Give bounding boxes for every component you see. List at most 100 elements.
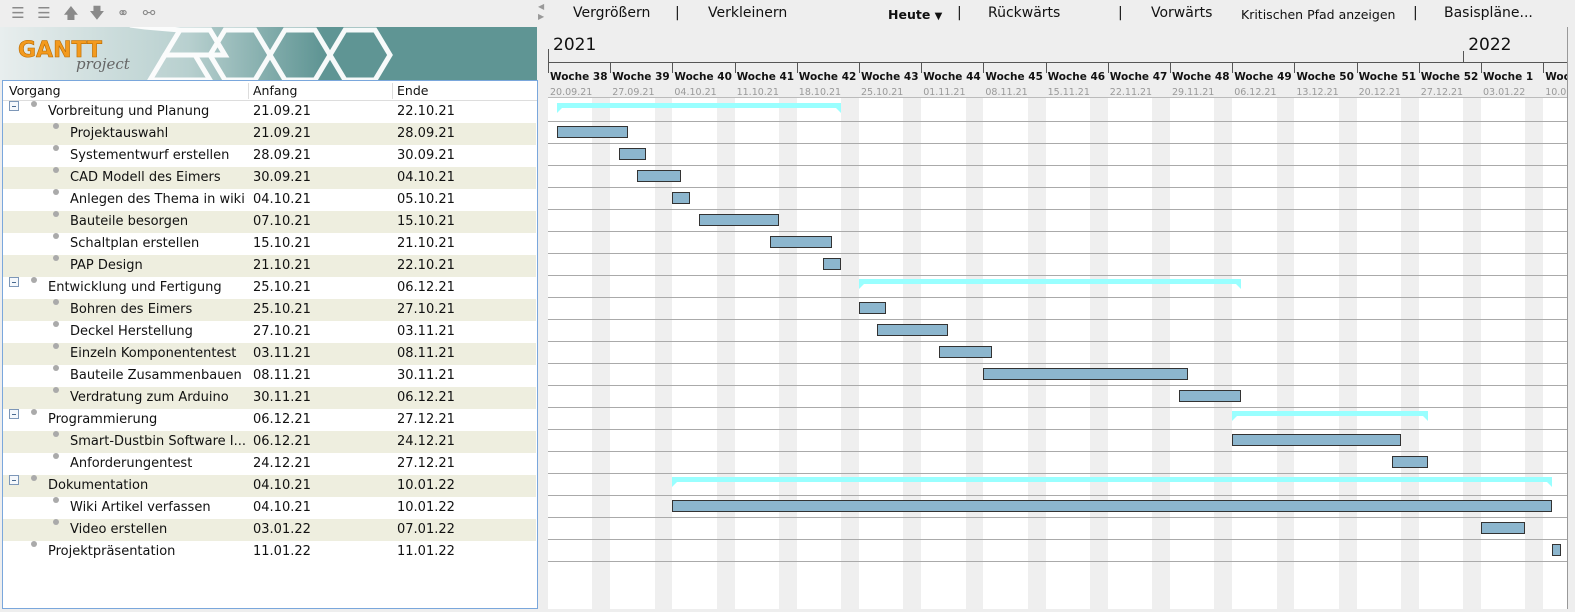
task-bar[interactable] <box>1232 434 1402 446</box>
task-bar[interactable] <box>859 302 886 314</box>
task-row[interactable]: PAP Design 21.10.21 22.10.21 <box>3 255 536 277</box>
task-row[interactable]: Programmierung 06.12.21 27.12.21 <box>3 409 536 431</box>
collapse-icon[interactable] <box>9 475 19 485</box>
task-bar[interactable] <box>699 214 780 226</box>
zoom-out-button[interactable]: Verkleinern <box>708 5 788 21</box>
task-bullet-icon <box>53 343 59 349</box>
unlink-icon[interactable]: ⚯ <box>142 4 156 22</box>
collapse-icon[interactable] <box>9 277 19 287</box>
task-bar[interactable] <box>636 170 682 182</box>
column-header-anfang[interactable]: Anfang <box>253 83 298 98</box>
task-row[interactable]: Dokumentation 04.10.21 10.01.22 <box>3 475 536 497</box>
summary-bar[interactable] <box>672 477 1553 487</box>
task-name: Dokumentation <box>48 478 149 493</box>
gantt-chart[interactable]: 2021 2022 Woche 38 20.09.21 Woche 39 27.… <box>548 27 1568 609</box>
task-row[interactable]: Video erstellen 03.01.22 07.01.22 <box>3 519 536 541</box>
task-row[interactable]: Verdratung zum Arduino 30.11.21 06.12.21 <box>3 387 536 409</box>
task-end: 07.01.22 <box>397 522 455 537</box>
week-label: Woche 45 <box>985 71 1043 83</box>
forward-button[interactable]: Vorwärts <box>1151 5 1213 21</box>
task-end: 08.11.21 <box>397 346 455 361</box>
indent-icon[interactable]: ☰ <box>37 4 51 22</box>
task-bar[interactable] <box>672 500 1553 512</box>
task-row[interactable]: Bauteile Zusammenbauen 08.11.21 30.11.21 <box>3 365 536 387</box>
task-row[interactable]: Systementwurf erstellen 28.09.21 30.09.2… <box>3 145 536 167</box>
task-bar[interactable] <box>1552 544 1561 556</box>
task-name: Programmierung <box>48 412 158 427</box>
task-bar[interactable] <box>770 236 833 248</box>
summary-bar[interactable] <box>1232 411 1429 421</box>
task-name: Anlegen des Thema in wiki <box>70 192 245 207</box>
task-end: 22.10.21 <box>397 104 455 119</box>
task-row[interactable]: Deckel Herstellung 27.10.21 03.11.21 <box>3 321 536 343</box>
week-date: 03.01.22 <box>1483 87 1526 98</box>
task-bar[interactable] <box>1178 390 1242 402</box>
task-end: 11.01.22 <box>397 544 455 559</box>
task-bar[interactable] <box>556 126 628 138</box>
task-bullet-icon <box>53 167 59 173</box>
zoom-in-button[interactable]: Vergrößern <box>573 5 651 21</box>
task-bar[interactable] <box>938 346 993 358</box>
task-row[interactable]: CAD Modell des Eimers 30.09.21 04.10.21 <box>3 167 536 189</box>
task-row[interactable]: Projektpräsentation 11.01.22 11.01.22 <box>3 541 536 563</box>
column-header-ende[interactable]: Ende <box>397 83 429 98</box>
row-line <box>548 297 1568 298</box>
week-tick <box>1170 63 1171 73</box>
task-row[interactable]: Schaltplan erstellen 15.10.21 21.10.21 <box>3 233 536 255</box>
task-row[interactable]: Bohren des Eimers 25.10.21 27.10.21 <box>3 299 536 321</box>
task-end: 27.12.21 <box>397 456 455 471</box>
move-down-icon[interactable]: 🡇 <box>89 4 105 22</box>
task-row[interactable]: Einzeln Komponententest 03.11.21 08.11.2… <box>3 343 536 365</box>
task-start: 21.10.21 <box>253 258 311 273</box>
move-up-icon[interactable]: 🡅 <box>63 4 79 22</box>
collapse-left-icon[interactable]: ◀ <box>538 2 545 11</box>
task-start: 08.11.21 <box>253 368 311 383</box>
column-header-vorgang[interactable]: Vorgang <box>9 83 61 98</box>
back-button[interactable]: Rückwärts <box>988 5 1061 21</box>
task-row[interactable]: Anforderungentest 24.12.21 27.12.21 <box>3 453 536 475</box>
weekend-shade <box>592 98 611 609</box>
row-line <box>548 319 1568 320</box>
week-tick <box>1481 63 1482 73</box>
task-row[interactable]: Projektauswahl 21.09.21 28.09.21 <box>3 123 536 145</box>
task-bar[interactable] <box>672 192 691 204</box>
task-name: Projektpräsentation <box>48 544 176 559</box>
task-bar[interactable] <box>823 258 842 270</box>
unindent-icon[interactable]: ☰ <box>11 4 25 22</box>
task-row[interactable]: Wiki Artikel verfassen 04.10.21 10.01.22 <box>3 497 536 519</box>
today-button[interactable]: Heute ▼ <box>888 7 942 22</box>
task-name: CAD Modell des Eimers <box>70 170 221 185</box>
week-date: 22.11.21 <box>1109 87 1153 98</box>
baselines-button[interactable]: Basispläne... <box>1444 5 1533 21</box>
task-end: 27.10.21 <box>397 302 455 317</box>
week-date: 27.09.21 <box>612 87 655 98</box>
critical-path-button[interactable]: Kritischen Pfad anzeigen <box>1241 7 1396 22</box>
panel-splitter[interactable]: ◀ ▶ <box>538 0 548 612</box>
task-bar[interactable] <box>876 324 948 336</box>
task-bar[interactable] <box>983 368 1188 380</box>
weekend-shade <box>1214 98 1233 609</box>
task-bar[interactable] <box>1481 522 1526 534</box>
task-bullet-icon <box>53 145 59 151</box>
week-label: Woche 1 <box>1483 71 1534 83</box>
task-end: 03.11.21 <box>397 324 455 339</box>
task-bar[interactable] <box>619 148 646 160</box>
expand-right-icon[interactable]: ▶ <box>538 12 545 21</box>
task-row[interactable]: Anlegen des Thema in wiki 04.10.21 05.10… <box>3 189 536 211</box>
collapse-icon[interactable] <box>9 101 19 111</box>
task-row[interactable]: Entwicklung und Fertigung 25.10.21 06.12… <box>3 277 536 299</box>
separator: | <box>1118 5 1123 21</box>
collapse-icon[interactable] <box>9 409 19 419</box>
week-tick <box>859 63 860 73</box>
task-row[interactable]: Smart-Dustbin Software I... 06.12.21 24.… <box>3 431 536 453</box>
summary-bar[interactable] <box>859 279 1242 289</box>
task-bar[interactable] <box>1392 456 1428 468</box>
link-icon[interactable]: ⚭ <box>116 4 130 22</box>
weekend-shade <box>1090 98 1108 609</box>
task-start: 25.10.21 <box>253 280 311 295</box>
summary-bar[interactable] <box>556 103 842 113</box>
chart-body[interactable] <box>548 98 1568 609</box>
task-name: Einzeln Komponententest <box>70 346 237 361</box>
task-row[interactable]: Vorbreitung und Planung 21.09.21 22.10.2… <box>3 101 536 123</box>
task-row[interactable]: Bauteile besorgen 07.10.21 15.10.21 <box>3 211 536 233</box>
